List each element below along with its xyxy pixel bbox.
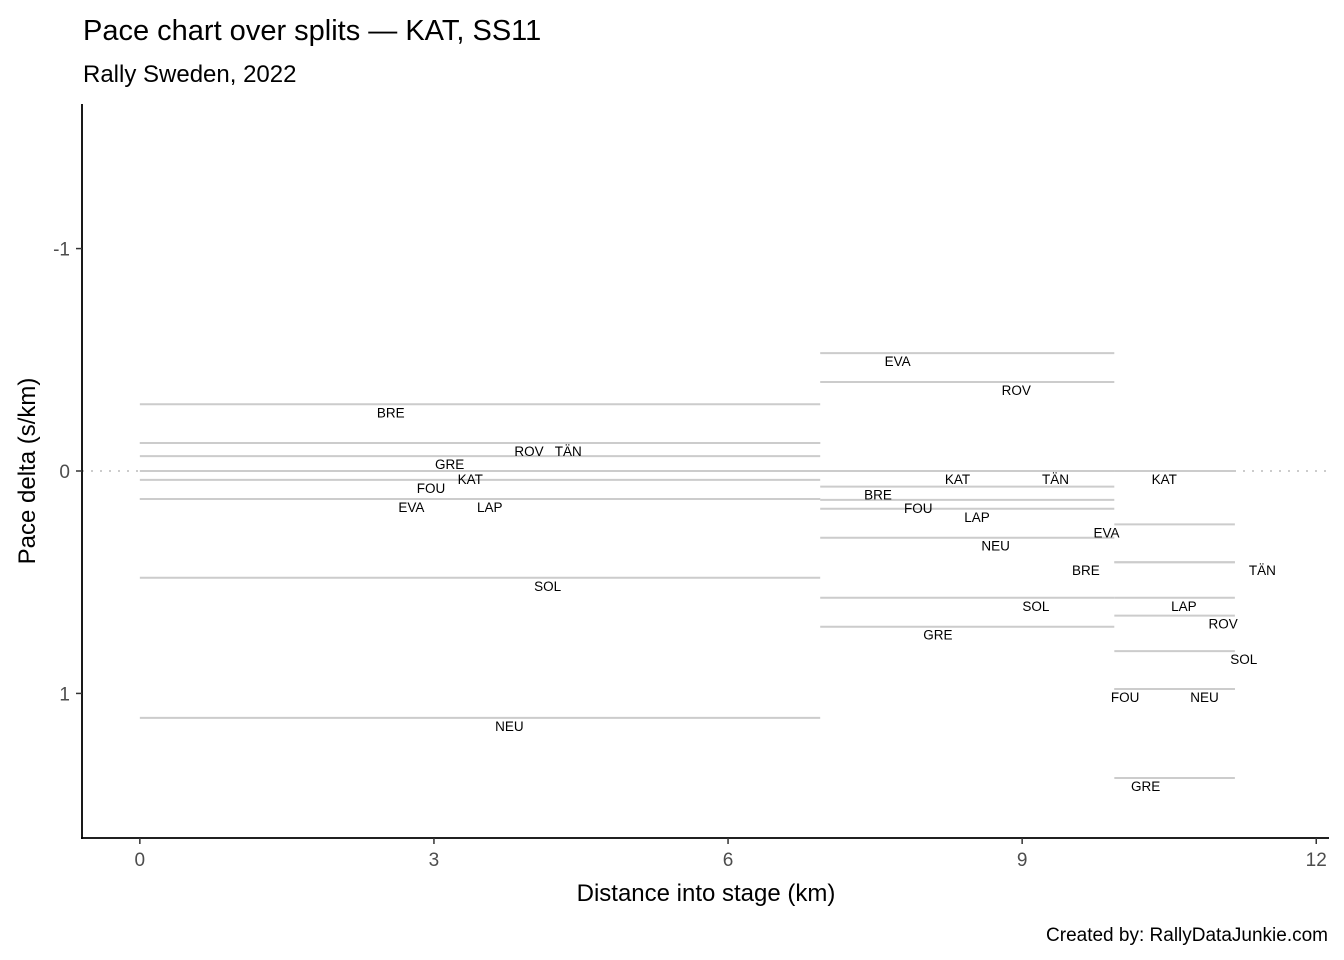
driver-label: GRE (923, 628, 952, 643)
driver-label: FOU (904, 501, 933, 516)
driver-label: BRE (1072, 563, 1100, 578)
y-tick-label: 0 (59, 462, 70, 483)
y-ticks: -1 0 1 (53, 240, 82, 705)
chart-subtitle: Rally Sweden, 2022 (83, 61, 296, 88)
driver-label: KAT (945, 472, 970, 487)
driver-label: SOL (1022, 599, 1050, 614)
driver-label: GRE (1131, 779, 1160, 794)
driver-label: TÄN (555, 444, 582, 459)
driver-label: LAP (1171, 599, 1197, 614)
chart-title: Pace chart over splits — KAT, SS11 (83, 15, 541, 47)
x-axis-label: Distance into stage (km) (577, 880, 836, 907)
x-tick-label: 0 (135, 850, 146, 871)
x-tick-label: 9 (1017, 850, 1028, 871)
driver-label: LAP (477, 500, 503, 515)
y-tick-label: 1 (59, 684, 70, 705)
driver-label: TÄN (1249, 563, 1276, 578)
caption: Created by: RallyDataJunkie.com (1046, 925, 1328, 946)
driver-label: SOL (534, 579, 562, 594)
driver-label: KAT (1152, 472, 1177, 487)
driver-label: FOU (1111, 690, 1140, 705)
x-tick-label: 12 (1306, 850, 1327, 871)
x-tick-label: 3 (429, 850, 440, 871)
driver-label: NEU (495, 719, 524, 734)
driver-label: SOL (1230, 652, 1258, 667)
driver-label: ROV (1208, 617, 1237, 632)
driver-label: EVA (1093, 525, 1119, 540)
driver-label: TÄN (1042, 472, 1069, 487)
driver-label: BRE (377, 405, 405, 420)
driver-label: ROV (514, 444, 543, 459)
driver-label: LAP (964, 510, 990, 525)
driver-label: BRE (864, 488, 892, 503)
y-axis-label: Pace delta (s/km) (14, 378, 41, 565)
driver-label: KAT (458, 472, 483, 487)
driver-label: ROV (1002, 383, 1031, 398)
driver-label: EVA (885, 354, 911, 369)
x-tick-label: 6 (723, 850, 734, 871)
driver-label: GRE (435, 457, 464, 472)
driver-label: NEU (1190, 690, 1219, 705)
driver-label: NEU (981, 539, 1010, 554)
driver-label: FOU (417, 481, 446, 496)
x-ticks: 0 3 6 9 12 (135, 838, 1327, 871)
driver-label: EVA (398, 500, 424, 515)
y-tick-label: -1 (53, 240, 70, 261)
